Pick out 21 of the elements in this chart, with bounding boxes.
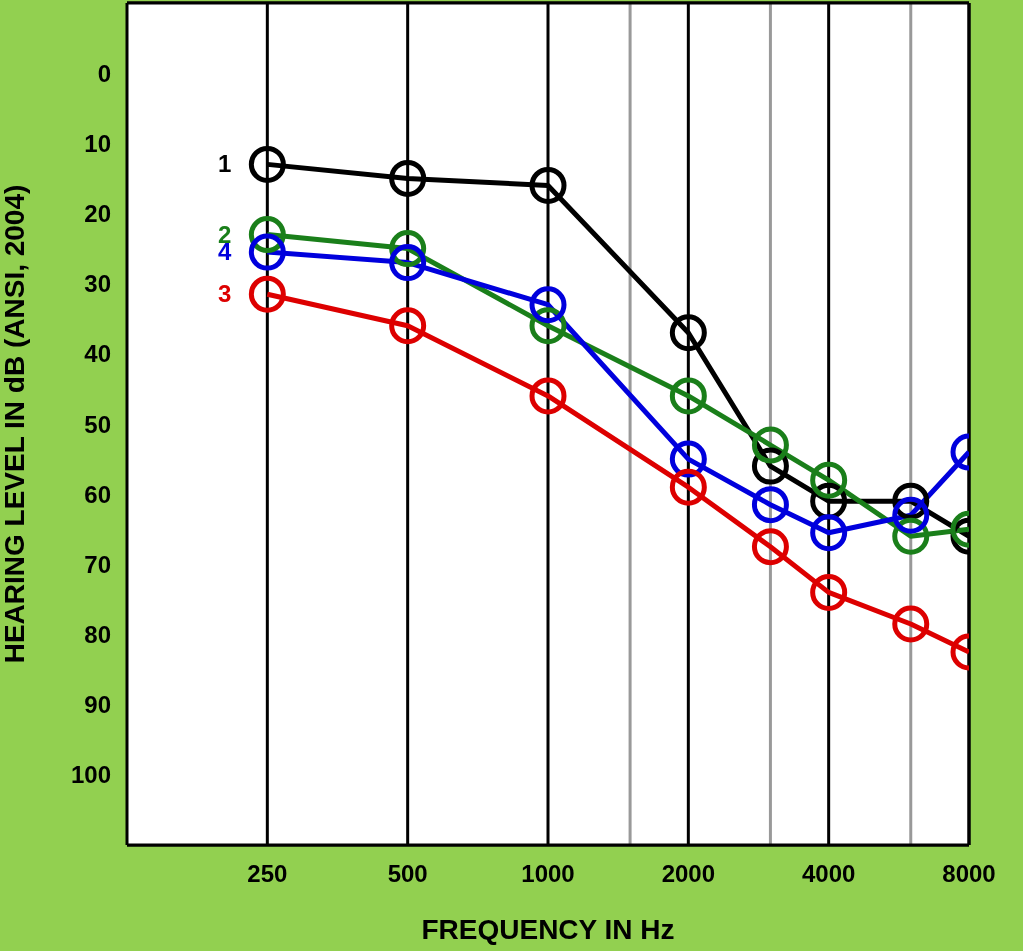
y-tick-label: 100 (70, 761, 111, 789)
y-tick-label: 10 (84, 129, 111, 157)
x-tick-label: 1000 (521, 860, 575, 888)
y-tick-label: 70 (84, 550, 111, 578)
series-label: 3 (217, 280, 232, 308)
y-tick-label: 50 (84, 410, 111, 438)
y-tick-label: 80 (84, 621, 111, 649)
x-tick-label: 2000 (661, 860, 716, 888)
series-label: 1 (217, 150, 232, 178)
y-tick-label: 90 (84, 691, 111, 719)
y-tick-label: 40 (84, 340, 111, 368)
y-tick-label: 60 (84, 480, 111, 508)
x-tick-label: 8000 (942, 860, 996, 888)
y-tick-label: 30 (84, 270, 111, 298)
y-tick-label: 20 (84, 200, 111, 228)
x-tick-label: 250 (247, 860, 288, 888)
x-tick-label: 4000 (801, 860, 856, 888)
y-tick-label: 0 (97, 59, 111, 87)
y-axis-title: HEARING LEVEL IN dB (ANSI, 2004) (0, 184, 30, 664)
x-tick-label: 500 (387, 860, 428, 888)
x-axis-title: FREQUENCY IN Hz (421, 914, 675, 945)
